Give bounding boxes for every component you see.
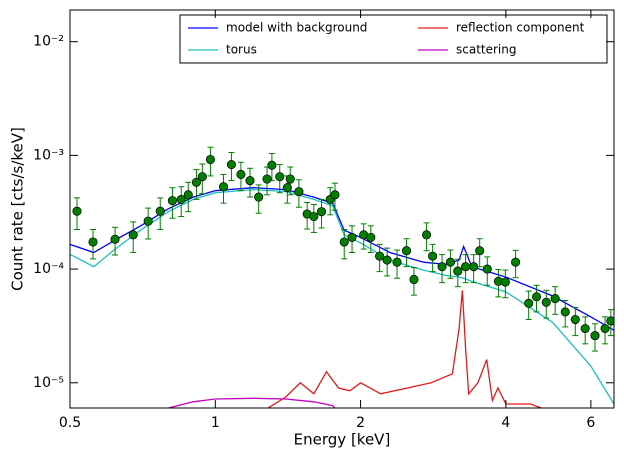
- data-point: [428, 251, 438, 261]
- data-point: [580, 323, 590, 334]
- data-point: [445, 257, 455, 267]
- data-point: [392, 257, 402, 267]
- data-point: [197, 172, 207, 182]
- data-point: [72, 206, 82, 216]
- data-point: [422, 230, 432, 240]
- data-point: [475, 246, 485, 256]
- legend-box: [179, 14, 608, 64]
- legend-label: scattering: [456, 43, 517, 57]
- data-point: [375, 251, 385, 261]
- data-point: [590, 331, 600, 341]
- x-tick-label: 0.5: [59, 415, 81, 431]
- data-point: [437, 262, 447, 272]
- data-point: [275, 172, 285, 182]
- x-tick-label: 4: [501, 415, 510, 431]
- data-point: [262, 174, 272, 184]
- data-point: [267, 160, 277, 170]
- data-point: [155, 206, 165, 216]
- data-point: [245, 176, 255, 186]
- y-tick-label: 10⁻⁵: [33, 375, 64, 391]
- legend: model with background torus reflection com…: [179, 14, 608, 64]
- data-point: [453, 266, 463, 276]
- y-tick-label: 10⁻³: [33, 147, 64, 163]
- data-point: [524, 298, 534, 308]
- data-point: [218, 182, 229, 192]
- x-tick-label: 6: [586, 415, 595, 431]
- data-point: [339, 237, 349, 247]
- data-point: [606, 316, 614, 326]
- data-point: [511, 257, 521, 267]
- data-point: [401, 246, 412, 256]
- legend-label: model with background: [226, 21, 367, 35]
- y-tick-label: 10⁻⁴: [33, 261, 64, 277]
- data-point: [409, 274, 419, 285]
- data-point: [236, 169, 246, 179]
- data-point: [531, 292, 542, 302]
- data-point: [469, 262, 479, 272]
- legend-label: torus: [226, 43, 257, 57]
- data-point: [282, 183, 292, 193]
- data-point: [382, 255, 392, 265]
- data-point: [366, 232, 376, 242]
- data-point: [500, 277, 510, 287]
- data-point: [128, 230, 138, 240]
- data-point: [110, 234, 120, 244]
- legend-label: reflection component: [456, 21, 585, 35]
- data-point: [183, 190, 193, 200]
- data-point: [570, 314, 580, 325]
- data-point: [176, 194, 186, 204]
- data-point: [600, 323, 610, 334]
- data-point: [330, 190, 340, 200]
- data-point: [167, 196, 177, 206]
- data-point: [316, 207, 327, 217]
- data-point: [285, 174, 295, 184]
- data-point: [226, 160, 236, 170]
- x-tick-label: 2: [356, 415, 365, 431]
- data-point: [461, 262, 471, 272]
- y-tick-label: 10⁻²: [33, 34, 64, 50]
- data-point: [294, 187, 304, 197]
- data-point: [88, 237, 98, 247]
- data-point: [143, 216, 153, 226]
- model-line: [168, 397, 336, 408]
- plot-area: [70, 146, 614, 408]
- axes-frame: [69, 9, 615, 409]
- y-axis-label: Count rate [cts/s/keV]: [9, 127, 27, 291]
- data-point: [541, 297, 551, 307]
- data-point: [309, 211, 319, 222]
- data-point: [560, 307, 570, 317]
- data-point: [550, 294, 560, 304]
- x-axis-label: Energy [keV]: [294, 431, 391, 449]
- model-line: [266, 290, 544, 408]
- x-tick-label: 1: [211, 415, 220, 431]
- data-point: [254, 192, 264, 202]
- data-point: [205, 154, 215, 165]
- data-point: [482, 264, 492, 274]
- data-point: [347, 232, 357, 242]
- data-point: [191, 177, 201, 187]
